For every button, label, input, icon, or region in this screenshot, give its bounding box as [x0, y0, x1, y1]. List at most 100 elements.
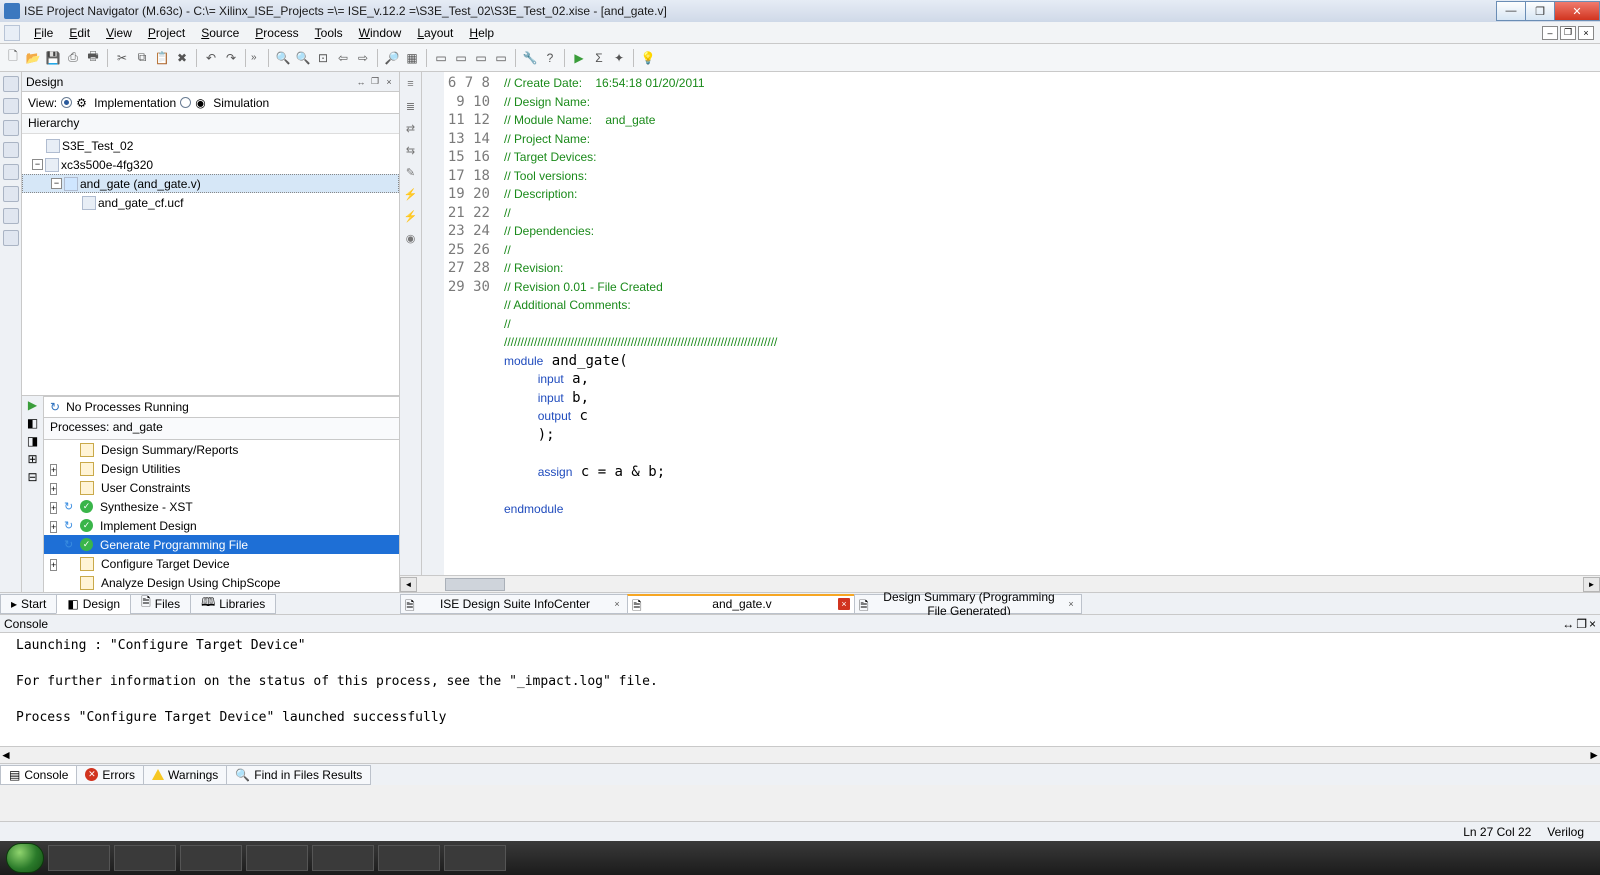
- proc-tool-icon[interactable]: ◨: [27, 434, 38, 448]
- menu-tools[interactable]: Tools: [307, 24, 351, 42]
- maximize-button[interactable]: ❐: [1525, 1, 1555, 21]
- nav-back-icon[interactable]: ⇦: [334, 49, 352, 67]
- scroll-right-icon[interactable]: ►: [1583, 577, 1600, 592]
- help-icon[interactable]: ?: [541, 49, 559, 67]
- minimize-button[interactable]: —: [1496, 1, 1526, 21]
- process-item[interactable]: Analyze Design Using ChipScope: [44, 573, 399, 592]
- zoom-fit-icon[interactable]: ⊡: [314, 49, 332, 67]
- menu-source[interactable]: Source: [193, 24, 247, 42]
- ls-icon[interactable]: [3, 230, 19, 246]
- expander-icon[interactable]: +: [50, 464, 57, 476]
- tab-warnings[interactable]: Warnings: [143, 765, 227, 785]
- tab-libraries[interactable]: 🕮Libraries: [190, 594, 276, 614]
- ls-icon[interactable]: [3, 164, 19, 180]
- process-item[interactable]: ↻✓Generate Programming File: [44, 535, 399, 554]
- panel-close-icon[interactable]: ×: [1589, 617, 1596, 631]
- nav-fwd-icon[interactable]: ⇨: [354, 49, 372, 67]
- taskbar-button[interactable]: [180, 845, 242, 871]
- tab-files[interactable]: 🗎Files: [130, 594, 191, 614]
- ed-tool-icon[interactable]: ⇆: [403, 142, 419, 158]
- expander-icon[interactable]: +: [50, 483, 57, 495]
- tree-project[interactable]: S3E_Test_02: [22, 136, 399, 155]
- ed-tool-icon[interactable]: ⚡: [403, 208, 419, 224]
- layout-icon[interactable]: ▦: [403, 49, 421, 67]
- taskbar-button[interactable]: [114, 845, 176, 871]
- save-icon[interactable]: 💾: [44, 49, 62, 67]
- copy-icon[interactable]: ⧉: [133, 49, 151, 67]
- impact-icon[interactable]: ✦: [610, 49, 628, 67]
- ed-tool-icon[interactable]: ⇄: [403, 120, 419, 136]
- close-button[interactable]: ✕: [1554, 1, 1600, 21]
- panel-float-icon[interactable]: ❐: [1576, 617, 1587, 631]
- start-button[interactable]: [6, 843, 44, 873]
- window1-icon[interactable]: ▭: [432, 49, 450, 67]
- tab-start[interactable]: ▸Start: [0, 594, 57, 614]
- implementation-label[interactable]: Implementation: [94, 96, 176, 110]
- mdi-minimize[interactable]: –: [1542, 26, 1558, 40]
- ls-icon[interactable]: [3, 208, 19, 224]
- ed-tool-icon[interactable]: ⚡: [403, 186, 419, 202]
- tab-close-icon[interactable]: ×: [611, 598, 623, 610]
- ed-tool-icon[interactable]: ≡: [403, 76, 419, 92]
- print-icon[interactable]: 🖶: [84, 49, 102, 67]
- process-item[interactable]: +↻✓Implement Design: [44, 516, 399, 535]
- run-process-icon[interactable]: ▶: [28, 398, 37, 412]
- saveall-icon[interactable]: ⎙: [64, 49, 82, 67]
- ed-tool-icon[interactable]: ✎: [403, 164, 419, 180]
- taskbar-button[interactable]: [312, 845, 374, 871]
- redo-icon[interactable]: ↷: [222, 49, 240, 67]
- scroll-left-icon[interactable]: ◄: [400, 577, 417, 592]
- cut-icon[interactable]: ✂: [113, 49, 131, 67]
- code-editor[interactable]: // Create Date: 16:54:18 01/20/2011 // D…: [500, 72, 1600, 575]
- editor-tab[interactable]: 🗎Design Summary (Programming File Genera…: [854, 594, 1082, 614]
- process-item[interactable]: +↻✓Synthesize - XST: [44, 497, 399, 516]
- panel-arrow-icon[interactable]: ↔: [355, 76, 367, 88]
- mdi-close[interactable]: ×: [1578, 26, 1594, 40]
- menu-edit[interactable]: Edit: [61, 24, 98, 42]
- panel-close-icon[interactable]: ×: [383, 76, 395, 88]
- ls-icon[interactable]: [3, 142, 19, 158]
- undo-icon[interactable]: ↶: [202, 49, 220, 67]
- editor-tab[interactable]: 🗎and_gate.v×: [627, 594, 855, 614]
- radio-simulation[interactable]: [180, 97, 191, 108]
- expander-icon[interactable]: +: [50, 502, 57, 514]
- tree-module[interactable]: − and_gate (and_gate.v): [22, 174, 399, 193]
- paste-icon[interactable]: 📋: [153, 49, 171, 67]
- console-hscroll[interactable]: ◄ ►: [0, 746, 1600, 763]
- console-output[interactable]: Launching : "Configure Target Device" Fo…: [0, 633, 1600, 746]
- window3-icon[interactable]: ▭: [472, 49, 490, 67]
- scroll-left-icon[interactable]: ◄: [0, 748, 12, 762]
- open-icon[interactable]: 📂: [24, 49, 42, 67]
- bulb-icon[interactable]: 💡: [639, 49, 657, 67]
- expander-icon[interactable]: +: [50, 521, 57, 533]
- menu-window[interactable]: Window: [351, 24, 410, 42]
- simulation-label[interactable]: Simulation: [213, 96, 269, 110]
- taskbar-button[interactable]: [378, 845, 440, 871]
- sigma-icon[interactable]: Σ: [590, 49, 608, 67]
- tab-errors[interactable]: ✕Errors: [76, 765, 144, 785]
- delete-icon[interactable]: ✖: [173, 49, 191, 67]
- tab-design[interactable]: ◧Design: [56, 594, 131, 614]
- tree-ucf[interactable]: and_gate_cf.ucf: [22, 193, 399, 212]
- ls-icon[interactable]: [3, 98, 19, 114]
- zoom-in-icon[interactable]: 🔍: [274, 49, 292, 67]
- expander-icon[interactable]: −: [51, 178, 62, 189]
- taskbar-button[interactable]: [48, 845, 110, 871]
- find-icon[interactable]: 🔎: [383, 49, 401, 67]
- ls-icon[interactable]: [3, 120, 19, 136]
- window4-icon[interactable]: ▭: [492, 49, 510, 67]
- taskbar-button[interactable]: [246, 845, 308, 871]
- radio-implementation[interactable]: [61, 97, 72, 108]
- menu-help[interactable]: Help: [461, 24, 502, 42]
- proc-tool-icon[interactable]: ◧: [27, 416, 38, 430]
- editor-tab[interactable]: 🗎ISE Design Suite InfoCenter×: [400, 594, 628, 614]
- proc-tool-icon[interactable]: ⊟: [27, 470, 37, 484]
- menu-process[interactable]: Process: [247, 24, 306, 42]
- expander-icon[interactable]: +: [50, 559, 57, 571]
- taskbar-button[interactable]: [444, 845, 506, 871]
- process-item[interactable]: +Configure Target Device: [44, 554, 399, 573]
- process-item[interactable]: Design Summary/Reports: [44, 440, 399, 459]
- ed-tool-icon[interactable]: ≣: [403, 98, 419, 114]
- ls-icon[interactable]: [3, 76, 19, 92]
- zoom-out-icon[interactable]: 🔍: [294, 49, 312, 67]
